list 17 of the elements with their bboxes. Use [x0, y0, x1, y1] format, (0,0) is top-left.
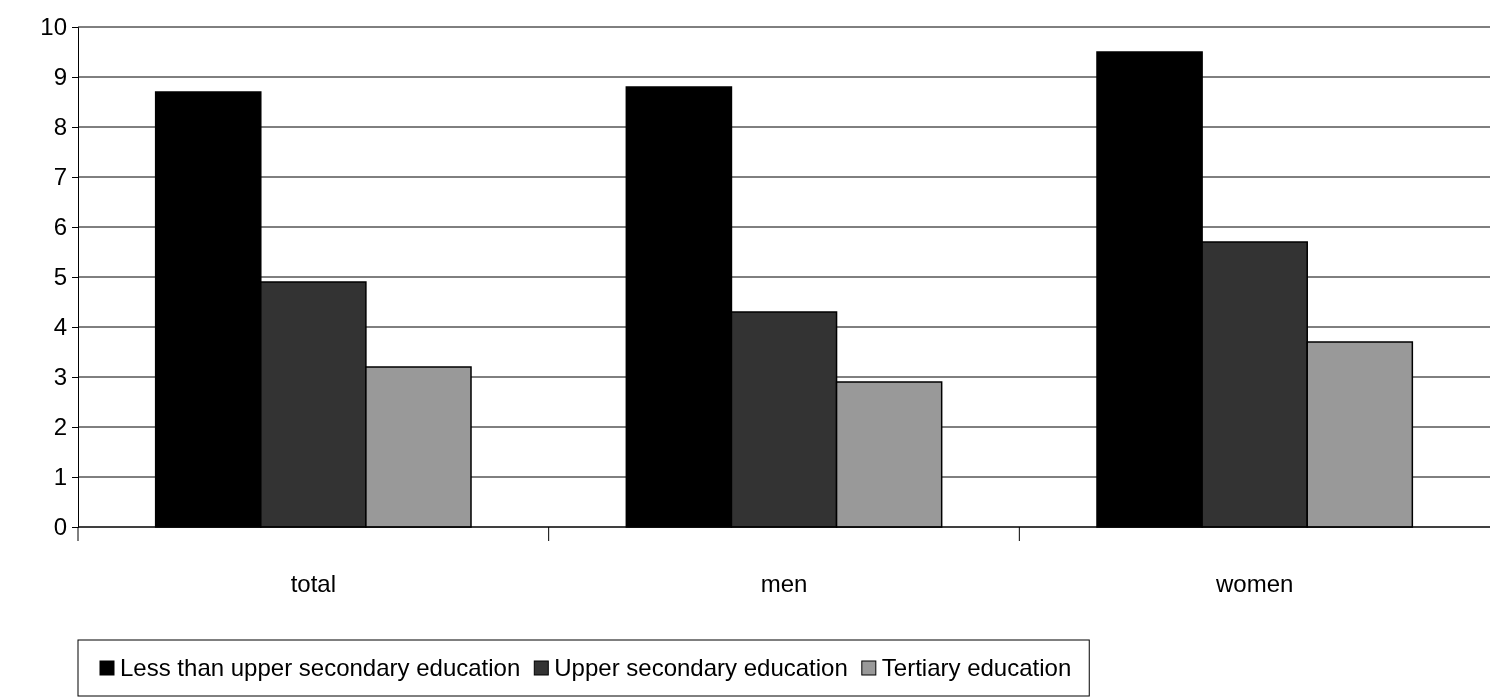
y-tick-label: 4 — [53, 313, 67, 341]
y-tick-label: 2 — [53, 413, 67, 441]
y-tick-label: 0 — [53, 513, 67, 541]
x-tick-label: total — [290, 570, 337, 597]
y-tick-label: 1 — [53, 463, 67, 491]
legend-label: Less than upper secondary education — [120, 654, 521, 681]
y-tick-label: 7 — [53, 163, 67, 191]
y-tick-label: 10 — [40, 13, 67, 41]
x-tick-label: women — [1214, 570, 1294, 597]
y-tick-label: 9 — [53, 63, 67, 91]
legend-label: Upper secondary education — [554, 654, 848, 681]
y-tick-label: 6 — [53, 213, 67, 241]
y-tick-label: 8 — [53, 113, 67, 141]
x-tick-label: men — [760, 570, 808, 597]
y-tick-label: 5 — [53, 263, 67, 291]
legend-label: Tertiary education — [881, 654, 1072, 681]
y-tick-label: 3 — [53, 363, 67, 391]
